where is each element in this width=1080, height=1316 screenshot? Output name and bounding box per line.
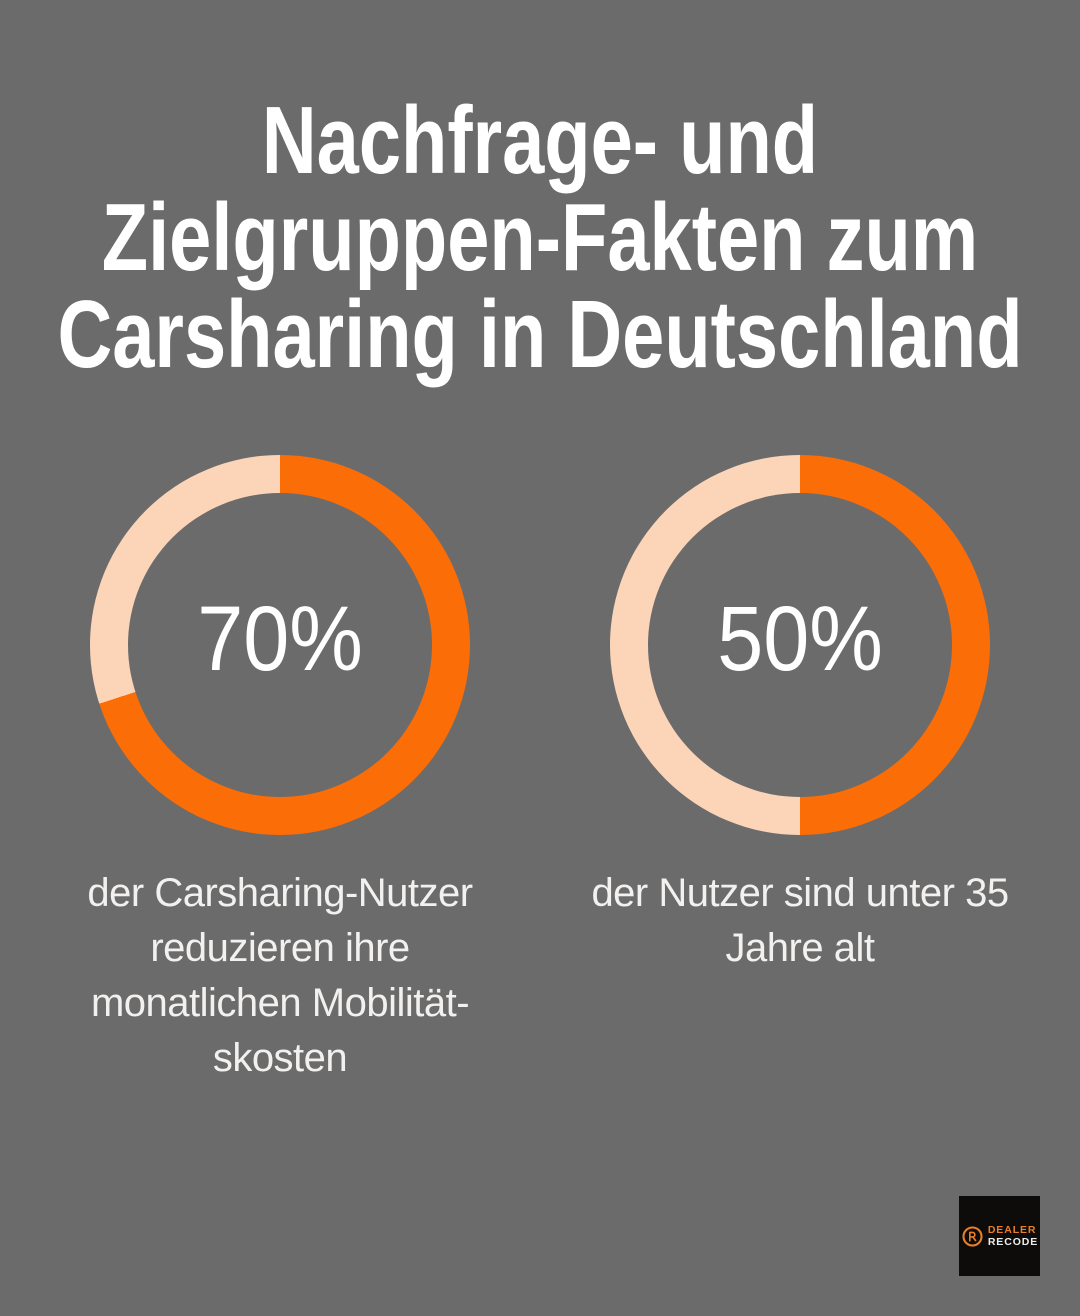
donut-value-label: 50% xyxy=(717,587,883,690)
stat-user-age: 50% der Nutzer sind unter 35 Jahre alt xyxy=(560,455,1040,976)
donut-hole: 70% xyxy=(128,493,432,797)
donut-hole: 50% xyxy=(648,493,952,797)
page-title: Nachfrage- und Zielgruppen-Fakten zum Ca… xyxy=(57,87,1023,388)
stat-caption-costs: der Carsharing-Nutzer reduzieren ihre mo… xyxy=(87,871,473,1080)
donut-chart-age: 50% xyxy=(610,455,990,835)
stat-carsharing-costs: 70% der Carsharing-Nutzer reduzieren ihr… xyxy=(40,455,520,1086)
dealer-recode-r-icon xyxy=(962,1225,983,1247)
stat-caption-age: der Nutzer sind unter 35 Jahre alt xyxy=(591,871,1009,970)
donut-value-label: 70% xyxy=(197,587,363,690)
logo-word-dealer: DEALER xyxy=(987,1223,1037,1236)
brand-logo: DEALER RECODE xyxy=(959,1196,1040,1276)
brand-logo-text: DEALER RECODE xyxy=(988,1224,1038,1249)
logo-word-recode: RECODE xyxy=(987,1236,1039,1248)
donut-chart-costs: 70% xyxy=(90,455,470,835)
